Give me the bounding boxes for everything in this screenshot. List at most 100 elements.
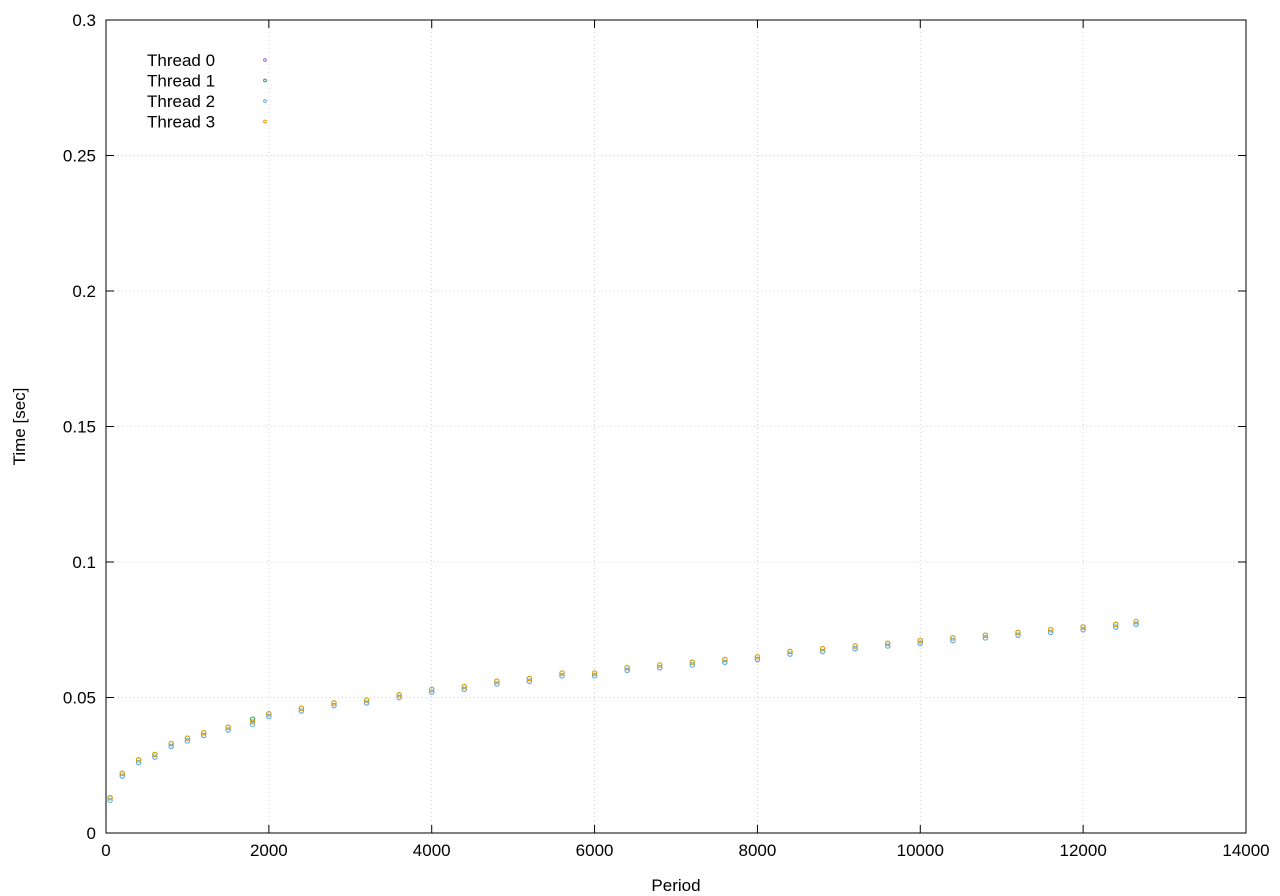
legend-marker <box>263 78 267 83</box>
x-tick-label: 2000 <box>250 841 288 860</box>
legend-label: Thread 0 <box>147 51 215 70</box>
y-tick-label: 0 <box>87 824 96 843</box>
data-point <box>787 648 793 655</box>
data-point <box>298 705 305 712</box>
y-axis-title: Time [sec] <box>10 388 29 466</box>
data-point <box>119 770 125 777</box>
x-axis-title: Period <box>651 876 700 895</box>
data-point <box>591 673 598 679</box>
data-point <box>559 673 565 679</box>
legend-marker <box>263 99 267 103</box>
legend-label: Thread 1 <box>147 72 215 91</box>
legend-label: Thread 3 <box>147 113 215 132</box>
data-point <box>950 635 956 641</box>
data-point <box>526 678 533 684</box>
data-point <box>1047 629 1054 636</box>
data-point <box>624 667 630 674</box>
data-points <box>107 618 1139 804</box>
data-point <box>819 646 826 652</box>
data-point <box>168 743 174 749</box>
axis-ticks: 0 2000 4000 6000 8000 10000 12000 14000 0 0.05 0.1… <box>63 11 1270 860</box>
data-point <box>201 730 207 736</box>
data-point <box>266 713 272 720</box>
x-tick-label: 8000 <box>739 841 777 860</box>
series-1 <box>107 618 1139 801</box>
x-tick-label: 6000 <box>576 841 614 860</box>
data-point <box>135 759 142 766</box>
data-point <box>559 670 565 676</box>
data-point <box>1015 629 1021 636</box>
data-point <box>494 681 500 687</box>
x-tick-label: 0 <box>101 841 110 860</box>
data-point <box>722 656 728 663</box>
legend-marker <box>263 119 267 124</box>
data-point <box>152 754 158 760</box>
data-point <box>657 662 663 668</box>
data-point <box>184 735 191 741</box>
data-point <box>225 724 231 731</box>
data-point <box>982 635 989 641</box>
series-0 <box>107 621 1139 801</box>
x-tick-label: 14000 <box>1222 841 1269 860</box>
data-point <box>201 732 207 739</box>
legend-label: Thread 2 <box>147 92 215 111</box>
data-point <box>363 697 370 703</box>
y-tick-label: 0.2 <box>72 282 96 301</box>
data-point <box>754 656 761 663</box>
data-point <box>1113 621 1119 628</box>
data-point <box>591 670 598 676</box>
data-point <box>852 643 858 649</box>
data-point <box>982 632 989 638</box>
data-point <box>184 738 191 744</box>
data-point <box>266 711 272 717</box>
data-point <box>1015 632 1021 638</box>
data-point <box>526 675 533 682</box>
data-point <box>225 727 231 733</box>
data-point <box>1080 624 1086 630</box>
data-point <box>396 692 402 698</box>
data-point <box>885 643 891 649</box>
data-point <box>689 659 695 665</box>
legend-marker <box>263 58 267 62</box>
grid <box>106 20 1246 833</box>
data-point <box>819 648 826 655</box>
data-point <box>722 659 728 665</box>
data-point <box>917 640 923 646</box>
data-point <box>119 773 125 779</box>
x-tick-label: 4000 <box>413 841 451 860</box>
y-tick-label: 0.25 <box>63 147 96 166</box>
data-point <box>168 740 174 747</box>
data-point <box>461 683 467 690</box>
data-point <box>1080 627 1086 633</box>
x-tick-label: 10000 <box>897 841 944 860</box>
data-point <box>135 757 142 763</box>
data-point <box>107 795 113 801</box>
data-point <box>429 689 435 695</box>
data-point <box>429 686 435 693</box>
data-point <box>331 700 337 706</box>
data-point <box>249 721 256 728</box>
data-point <box>885 640 891 646</box>
data-point <box>298 708 305 714</box>
data-point <box>249 719 256 725</box>
y-tick-label: 0.3 <box>72 11 96 30</box>
data-point <box>396 694 402 701</box>
data-point <box>689 662 695 668</box>
data-point <box>1133 618 1139 625</box>
series-3 <box>107 618 1139 801</box>
data-point <box>249 716 256 722</box>
data-point <box>494 678 500 684</box>
data-point <box>331 702 337 709</box>
data-point <box>657 664 663 671</box>
data-point <box>950 637 956 644</box>
data-point <box>152 751 158 758</box>
data-point <box>754 654 761 660</box>
data-point <box>1133 621 1139 628</box>
x-tick-label: 12000 <box>1060 841 1107 860</box>
data-point <box>107 797 113 804</box>
data-point <box>787 651 793 657</box>
data-point <box>917 637 923 644</box>
y-tick-label: 0.05 <box>63 689 96 708</box>
